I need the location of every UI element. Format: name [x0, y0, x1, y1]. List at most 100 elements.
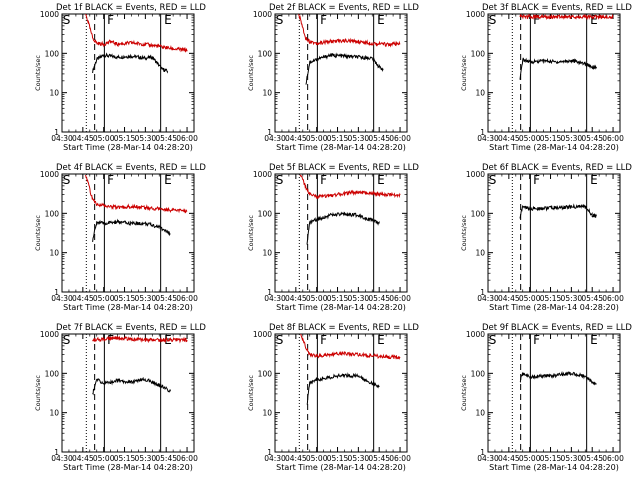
- x-tick-label: 05:00: [519, 134, 541, 143]
- x-tick-label: 04:45: [72, 294, 94, 303]
- x-tick-label: 06:00: [389, 134, 411, 143]
- interval-marker-f: F: [533, 13, 540, 27]
- events-series-line: [519, 370, 597, 386]
- x-tick-label: 05:45: [581, 134, 603, 143]
- panel-det-2: Det 2f BLACK = Events, RED = LLD 1 10 100 10…: [247, 3, 419, 152]
- y-axis-label: Counts/sec: [34, 375, 42, 411]
- y-tick-label: 1000: [40, 330, 59, 339]
- y-axis-label: Counts/sec: [460, 55, 468, 91]
- y-tick-label: 10: [475, 409, 485, 418]
- x-tick-label: 05:00: [519, 454, 541, 463]
- y-tick-label: 100: [45, 209, 60, 218]
- y-tick-label: 100: [45, 369, 60, 378]
- y-tick-label: 1000: [466, 170, 485, 179]
- interval-marker-f: F: [320, 173, 327, 187]
- panel-det-3: Det 3f BLACK = Events, RED = LLD 1 10 100 10…: [460, 3, 632, 152]
- x-tick-label: 05:15: [540, 294, 562, 303]
- y-tick-label: 1: [480, 128, 485, 137]
- x-tick-label: 04:30: [477, 134, 499, 143]
- x-axis-label: Start Time (28-Mar-14 04:28:20): [489, 463, 619, 472]
- x-tick-label: 04:45: [285, 294, 307, 303]
- x-tick-label: 05:15: [327, 454, 349, 463]
- plot-frame: [274, 333, 408, 453]
- panel-title: Det 7f BLACK = Events, RED = LLD: [56, 323, 206, 333]
- plot-frame: [274, 13, 408, 133]
- interval-marker-e: E: [377, 173, 385, 187]
- interval-marker-e: E: [590, 333, 598, 347]
- y-tick-label: 100: [471, 49, 486, 58]
- x-tick-label: 04:45: [498, 294, 520, 303]
- x-axis-label: Start Time (28-Mar-14 04:28:20): [489, 143, 619, 152]
- x-tick-label: 05:00: [93, 454, 115, 463]
- lld-series-line: [300, 334, 401, 360]
- x-tick-label: 05:30: [348, 454, 370, 463]
- events-series-line: [306, 211, 380, 245]
- y-tick-label: 1: [267, 128, 272, 137]
- x-tick-label: 06:00: [602, 294, 624, 303]
- x-tick-label: 04:30: [51, 294, 73, 303]
- x-tick-label: 04:45: [72, 134, 94, 143]
- x-tick-label: 05:00: [306, 294, 328, 303]
- x-tick-label: 05:15: [114, 454, 136, 463]
- x-tick-label: 04:30: [264, 454, 286, 463]
- x-tick-label: 05:45: [155, 454, 177, 463]
- panel-det-8: Det 8f BLACK = Events, RED = LLD 1 10 100 10…: [247, 323, 419, 472]
- interval-marker-e: E: [377, 13, 385, 27]
- x-tick-label: 06:00: [176, 294, 198, 303]
- y-tick-label: 100: [471, 209, 486, 218]
- y-tick-label: 10: [49, 89, 59, 98]
- interval-marker-s: S: [63, 333, 71, 347]
- interval-marker-s: S: [489, 333, 497, 347]
- x-tick-label: 05:15: [540, 454, 562, 463]
- x-axis-label: Start Time (28-Mar-14 04:28:20): [276, 143, 406, 152]
- y-tick-label: 1000: [40, 170, 59, 179]
- panel-title: Det 3f BLACK = Events, RED = LLD: [482, 3, 632, 13]
- interval-marker-e: E: [164, 333, 172, 347]
- interval-marker-s: S: [63, 173, 71, 187]
- x-axis-label: Start Time (28-Mar-14 04:28:20): [63, 463, 193, 472]
- events-series-line: [306, 372, 380, 405]
- x-tick-label: 05:00: [306, 454, 328, 463]
- interval-marker-e: E: [590, 173, 598, 187]
- x-tick-label: 05:00: [306, 134, 328, 143]
- x-tick-label: 05:15: [114, 294, 136, 303]
- interval-marker-e: E: [164, 13, 172, 27]
- x-axis-label: Start Time (28-Mar-14 04:28:20): [276, 303, 406, 312]
- x-tick-label: 04:45: [285, 454, 307, 463]
- y-tick-label: 1: [480, 288, 485, 297]
- interval-marker-e: E: [590, 13, 598, 27]
- plot-frame: [61, 13, 195, 133]
- events-series-line: [92, 52, 169, 74]
- y-tick-label: 1000: [253, 10, 272, 19]
- x-tick-label: 04:45: [72, 454, 94, 463]
- x-tick-label: 05:45: [155, 134, 177, 143]
- x-tick-label: 04:45: [498, 454, 520, 463]
- panel-title: Det 2f BLACK = Events, RED = LLD: [269, 3, 419, 13]
- lld-series-line: [92, 335, 188, 344]
- x-tick-label: 05:30: [348, 294, 370, 303]
- interval-marker-f: F: [320, 333, 327, 347]
- plot-frame: [61, 173, 195, 293]
- panel-title: Det 6f BLACK = Events, RED = LLD: [482, 163, 632, 173]
- x-tick-label: 04:30: [264, 294, 286, 303]
- x-tick-label: 05:30: [561, 294, 583, 303]
- events-series-line: [92, 218, 171, 242]
- y-tick-label: 100: [45, 49, 60, 58]
- y-tick-label: 100: [258, 49, 273, 58]
- x-tick-label: 05:00: [93, 134, 115, 143]
- x-tick-label: 05:15: [327, 294, 349, 303]
- x-tick-label: 05:00: [93, 294, 115, 303]
- lld-series-line: [298, 14, 401, 48]
- interval-marker-e: E: [164, 173, 172, 187]
- x-axis-label: Start Time (28-Mar-14 04:28:20): [63, 143, 193, 152]
- plot-frame: [487, 333, 621, 453]
- interval-marker-f: F: [320, 13, 327, 27]
- panel-title: Det 4f BLACK = Events, RED = LLD: [56, 163, 206, 173]
- interval-marker-f: F: [533, 333, 540, 347]
- x-tick-label: 04:45: [285, 134, 307, 143]
- lld-series-line: [519, 14, 614, 21]
- x-tick-label: 05:30: [135, 134, 157, 143]
- y-tick-label: 1000: [253, 170, 272, 179]
- interval-marker-f: F: [533, 173, 540, 187]
- panel-det-1: Det 1f BLACK = Events, RED = LLD 1 10 100 10…: [34, 3, 206, 152]
